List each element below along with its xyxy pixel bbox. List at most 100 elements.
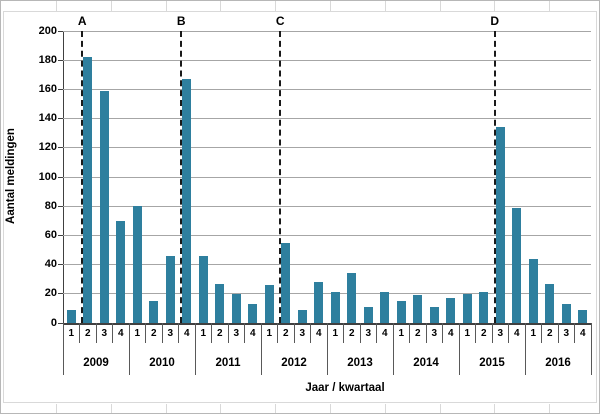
year-boundary-tick (62, 323, 64, 375)
y-tick-40 (58, 264, 63, 266)
quarter-tick (211, 323, 212, 343)
quarter-tick (112, 323, 113, 343)
y-axis-line (63, 31, 64, 324)
sheet-column-line (220, 404, 221, 413)
bar-2010-q4 (182, 79, 192, 323)
sheet-column-line (220, 1, 221, 11)
quarter-label: 3 (299, 328, 306, 339)
year-label-2009: 2009 (83, 357, 109, 369)
bar-2014-q1 (396, 301, 406, 323)
bar-2016-q3 (561, 304, 571, 323)
y-tick-120 (58, 147, 63, 149)
quarter-tick (508, 323, 509, 343)
sheet-column-line (440, 404, 441, 413)
bar-2013-q3 (363, 307, 373, 323)
year-boundary-tick (128, 323, 130, 375)
year-boundary-tick (524, 323, 526, 375)
quarter-tick (491, 323, 493, 343)
bar-2015-q1 (462, 294, 472, 323)
plot-area (63, 30, 591, 323)
y-tick-180 (58, 59, 63, 61)
quarter-label: 4 (183, 328, 190, 339)
quarter-tick (425, 323, 427, 343)
quarter-label: 1 (266, 328, 273, 339)
annotation-line-B (180, 31, 183, 323)
year-label-2016: 2016 (545, 357, 571, 369)
annotation-line-D (493, 31, 496, 323)
y-tick-20 (58, 293, 63, 295)
year-boundary-tick (194, 323, 196, 375)
year-label-2010: 2010 (149, 357, 175, 369)
quarter-tick (161, 323, 163, 343)
year-boundary-tick (326, 323, 328, 375)
annotation-label-B: B (176, 14, 186, 28)
annotation-label-C: C (275, 14, 285, 28)
quarter-label: 2 (414, 328, 421, 339)
y-tick-200 (58, 30, 63, 32)
quarter-tick (557, 323, 559, 343)
quarter-label: 2 (546, 328, 553, 339)
quarter-tick (343, 323, 344, 343)
y-tick-0 (58, 322, 63, 324)
bar-2014-q2 (413, 295, 423, 323)
bar-2010-q2 (149, 301, 159, 323)
bar-2010-q3 (165, 256, 175, 323)
y-axis-title: Aantal meldingen (5, 128, 17, 224)
gridline-y-100 (63, 176, 591, 178)
quarter-label: 4 (381, 328, 388, 339)
y-tick-60 (58, 234, 63, 236)
gridline-y-180 (63, 59, 591, 61)
bar-2011-q1 (198, 256, 208, 323)
bar-2012-q1 (264, 285, 274, 323)
gridline-y-160 (63, 88, 591, 90)
year-label-2013: 2013 (347, 357, 373, 369)
sheet-column-line (166, 1, 167, 11)
sheet-column-line (494, 1, 495, 11)
bar-2013-q1 (330, 292, 340, 323)
annotation-line-C (279, 31, 282, 323)
quarter-label: 3 (167, 328, 174, 339)
quarter-label: 2 (84, 328, 91, 339)
quarter-label: 3 (431, 328, 438, 339)
sheet-column-line (549, 404, 550, 413)
bar-2016-q4 (578, 310, 588, 323)
gridline-y-140 (63, 118, 591, 120)
quarter-label: 3 (233, 328, 240, 339)
bar-2009-q2 (83, 57, 93, 323)
y-tick-label-200: 200 (38, 24, 57, 37)
quarter-label: 3 (101, 328, 108, 339)
quarter-label: 2 (348, 328, 355, 339)
y-tick-label-140: 140 (38, 112, 57, 125)
bar-2015-q3 (495, 127, 505, 323)
y-tick-label-120: 120 (38, 141, 57, 154)
quarter-label: 1 (134, 328, 141, 339)
sheet-column-line (494, 404, 495, 413)
quarter-tick (293, 323, 295, 343)
bar-2012-q4 (314, 282, 324, 323)
bar-2011-q3 (231, 294, 241, 323)
sheet-column-line (549, 1, 550, 11)
y-tick-160 (58, 88, 63, 90)
quarter-tick (541, 323, 542, 343)
quarter-label: 1 (530, 328, 537, 339)
gridline-y-40 (63, 264, 591, 266)
sheet-column-line (385, 1, 386, 11)
quarter-tick (277, 323, 278, 343)
year-label-2012: 2012 (281, 357, 307, 369)
y-tick-80 (58, 205, 63, 207)
quarter-label: 4 (315, 328, 322, 339)
quarter-tick (178, 323, 179, 343)
year-label-2015: 2015 (479, 357, 505, 369)
quarter-label: 4 (447, 328, 454, 339)
gridline-y-120 (63, 147, 591, 149)
quarter-tick (409, 323, 410, 343)
quarter-label: 3 (497, 328, 504, 339)
sheet-column-line (56, 1, 57, 11)
y-tick-100 (58, 176, 63, 178)
sheet-column-line (111, 1, 112, 11)
bar-2015-q2 (479, 292, 489, 323)
y-tick-label-160: 160 (38, 82, 57, 95)
y-tick-label-20: 20 (44, 287, 57, 300)
bar-2010-q1 (132, 206, 142, 323)
bar-2016-q1 (528, 259, 538, 323)
